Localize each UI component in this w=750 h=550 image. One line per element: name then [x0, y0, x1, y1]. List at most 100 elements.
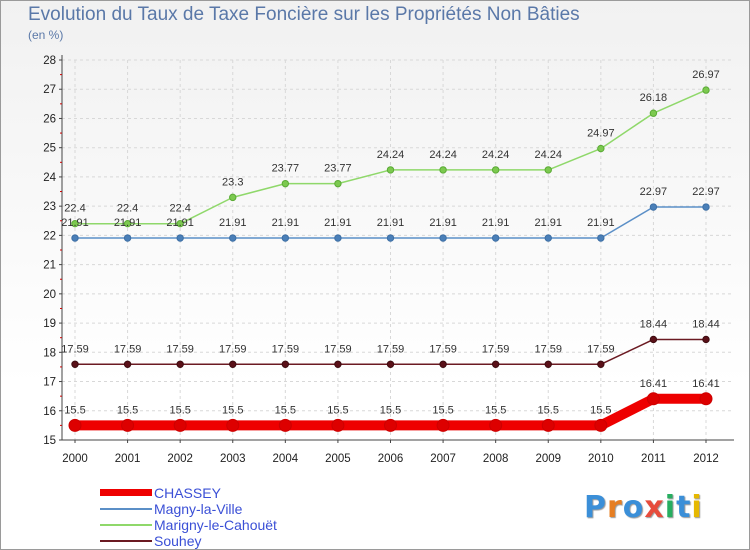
data-label: 16.41 [692, 378, 720, 390]
y-tick-label: 24 [43, 172, 56, 184]
logo-letter: x [644, 490, 665, 525]
data-label: 15.5 [275, 404, 296, 416]
data-point [229, 360, 237, 368]
legend-label: CHASSEY [154, 485, 221, 501]
data-label: 22.97 [640, 186, 668, 198]
data-label: 15.5 [169, 404, 190, 416]
data-label: 24.24 [429, 149, 457, 161]
y-tick-label: 20 [43, 289, 56, 301]
legend-swatch [100, 508, 152, 510]
data-label: 15.5 [327, 404, 348, 416]
data-label: 21.91 [272, 217, 300, 229]
data-label: 22.4 [64, 203, 85, 215]
data-point [278, 418, 292, 432]
y-tick-label: 28 [43, 55, 56, 67]
y-tick-label: 19 [43, 318, 56, 330]
data-labels: 15.5 15.5 15.5 15.5 15.5 15.5 15.5 15.5 15.5 15.5… [61, 69, 720, 416]
data-point [123, 219, 132, 228]
data-point [439, 360, 447, 368]
data-label: 21.91 [534, 217, 562, 229]
data-label: 22.4 [117, 203, 138, 215]
y-tick-label: 23 [43, 201, 56, 213]
logo-letter: P [584, 490, 607, 525]
data-point [386, 234, 395, 242]
data-label: 18.44 [692, 318, 720, 330]
legend-label: Souhey [154, 533, 202, 549]
y-tick-label: 27 [43, 84, 56, 96]
logo-letter: i [691, 490, 703, 525]
legend-swatch [100, 540, 152, 542]
data-label: 15.5 [222, 404, 243, 416]
data-point [597, 360, 605, 368]
data-point [491, 166, 500, 174]
data-label: 23.77 [324, 163, 352, 175]
data-label: 17.59 [61, 343, 89, 355]
data-point [176, 360, 184, 368]
data-label: 17.59 [324, 343, 352, 355]
y-tick-label: 21 [43, 260, 56, 272]
data-point [597, 234, 605, 242]
x-tick-label: 2009 [535, 453, 561, 465]
data-point [281, 179, 290, 188]
data-point [176, 234, 184, 242]
data-label: 16.41 [640, 378, 668, 390]
data-point [384, 418, 397, 432]
legend-label: Marigny-le-Cahouët [154, 517, 277, 533]
data-point [386, 360, 395, 368]
x-tick-label: 2008 [483, 453, 509, 465]
x-tick-label: 2011 [641, 453, 666, 465]
proxiti-logo: Proxiti [584, 490, 703, 525]
x-tick-label: 2012 [693, 453, 719, 465]
x-tick-label: 2004 [273, 453, 299, 465]
data-point [176, 219, 184, 228]
data-label: 17.59 [166, 343, 194, 355]
data-label: 23.3 [222, 176, 243, 188]
logo-letter: i [664, 490, 677, 525]
data-point [649, 203, 658, 211]
data-point [71, 360, 79, 368]
data-point [699, 392, 713, 406]
x-tick-label: 2006 [378, 453, 404, 465]
x-tick-label: 2003 [220, 453, 246, 465]
data-point [439, 166, 447, 174]
data-point [544, 234, 552, 242]
data-label: 24.24 [534, 149, 562, 161]
data-point [649, 335, 658, 344]
data-point [71, 219, 79, 228]
data-label: 17.59 [429, 343, 457, 355]
data-label: 23.77 [272, 163, 300, 175]
logo-letter: o [622, 490, 645, 525]
y-tick-label: 26 [43, 113, 56, 125]
data-point [229, 193, 237, 202]
data-point [68, 418, 82, 432]
data-label: 21.91 [219, 217, 247, 229]
y-tick-label: 22 [43, 230, 56, 242]
data-point [544, 166, 552, 174]
series-layer [68, 86, 713, 432]
data-label: 15.5 [590, 404, 611, 416]
unit-label: (en %) [28, 28, 64, 42]
data-point [334, 360, 342, 368]
legend-swatch [100, 524, 152, 526]
legend-swatch [100, 489, 152, 496]
data-point [439, 234, 447, 242]
data-label: 24.24 [482, 149, 510, 161]
y-tick-label: 16 [43, 406, 56, 418]
line-chart: 15 16 17 18 19 20 21 22 23 24 25 26 27 28 2000 2001 2002… [43, 55, 734, 465]
data-label: 21.91 [324, 217, 352, 229]
data-label: 17.59 [272, 343, 300, 355]
x-tick-label: 2000 [62, 453, 88, 465]
data-label: 15.5 [538, 404, 559, 416]
data-point [491, 360, 500, 368]
chart-title: Evolution du Taux de Taxe Foncière sur l… [28, 4, 580, 25]
data-point [281, 360, 290, 368]
x-tick-label: 2010 [588, 453, 614, 465]
data-point [226, 418, 240, 432]
data-point [646, 392, 660, 406]
data-label: 24.97 [587, 128, 615, 140]
data-label: 15.5 [432, 404, 453, 416]
axes: 15 16 17 18 19 20 21 22 23 24 25 26 27 28 2000 2001 2002… [43, 55, 734, 465]
data-label: 17.59 [377, 343, 405, 355]
data-label: 17.59 [219, 343, 247, 355]
